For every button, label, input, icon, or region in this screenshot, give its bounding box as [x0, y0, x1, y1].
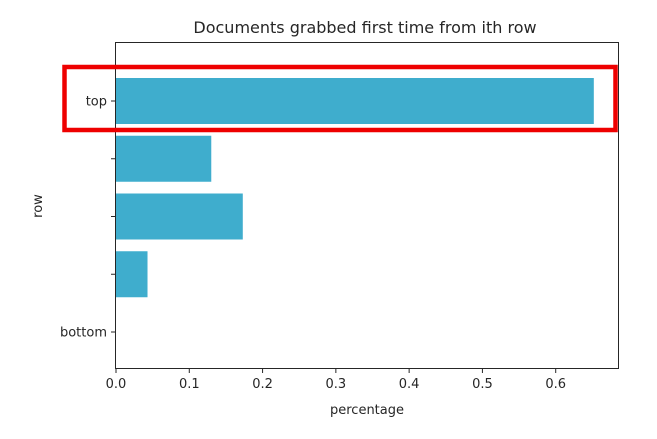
- highlight-box: [62, 64, 618, 133]
- x-tick-label: 0.4: [399, 377, 420, 392]
- x-axis-label: percentage: [330, 403, 404, 418]
- bar: [116, 78, 594, 124]
- x-tick-label: 0.5: [472, 377, 493, 392]
- chart-title: Documents grabbed first time from ith ro…: [193, 18, 536, 37]
- x-tick-label: 0.6: [545, 377, 566, 392]
- x-tick-label: 0.1: [179, 377, 200, 392]
- x-tick-label: 0.2: [252, 377, 273, 392]
- x-tick-label: 0.0: [106, 377, 127, 392]
- y-tick-label: top: [86, 95, 107, 110]
- bar: [116, 193, 243, 240]
- plot-frame: [115, 42, 619, 369]
- y-axis-label: row: [31, 194, 46, 218]
- x-tick-label: 0.3: [326, 377, 347, 392]
- y-tick-label: bottom: [60, 326, 107, 341]
- bar: [116, 251, 148, 298]
- bar: [116, 135, 212, 182]
